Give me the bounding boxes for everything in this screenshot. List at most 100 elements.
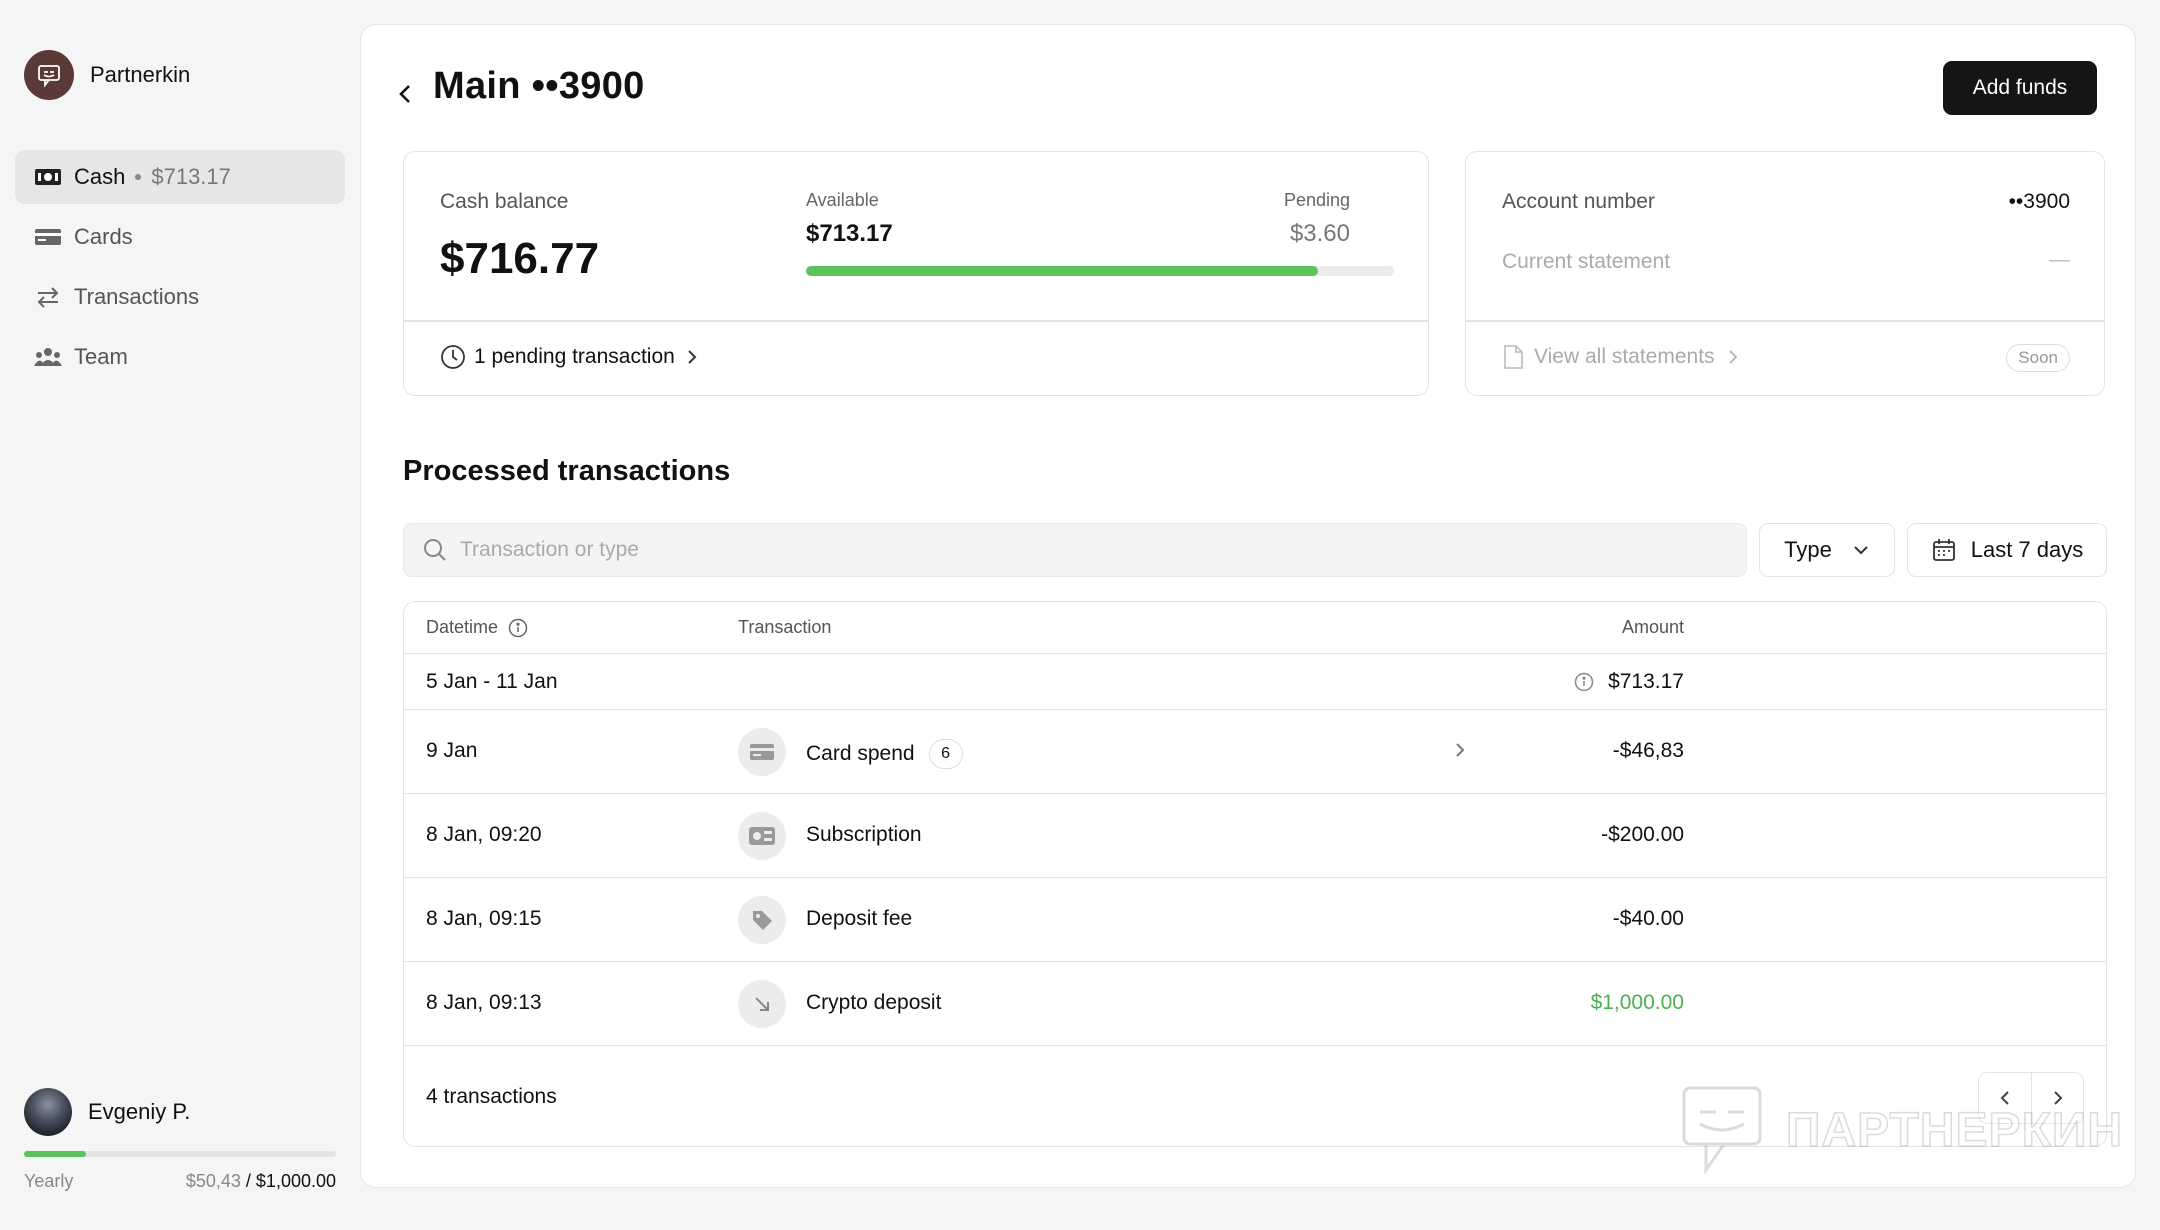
sidebar-item-cash[interactable]: Cash $713.17: [15, 150, 345, 204]
view-statements-label: View all statements: [1534, 345, 1715, 368]
account-number-value: ••3900: [2008, 190, 2070, 213]
available-label: Available: [806, 190, 879, 210]
row-count-badge: 6: [928, 739, 963, 769]
pending-transactions-link[interactable]: 1 pending transaction: [440, 344, 701, 370]
cash-icon: [34, 163, 62, 191]
row-transaction-name: Deposit fee: [806, 907, 913, 930]
limit-values: $50,43 / $1,000.00: [186, 1171, 336, 1192]
date-range-label: Last 7 days: [1970, 537, 2084, 562]
group-total-value: $713.17: [1608, 670, 1684, 693]
row-transaction: Card spend 6: [806, 739, 963, 769]
chevron-right-icon: [2053, 1091, 2062, 1105]
calendar-icon: [1932, 539, 1955, 561]
sidebar-nav: Cash $713.17 Cards Transactions Team: [15, 150, 345, 390]
info-icon[interactable]: [1574, 672, 1594, 692]
add-funds-button[interactable]: Add funds: [1943, 61, 2097, 115]
week-group-row: 5 Jan - 11 Jan $713.17: [404, 654, 2106, 710]
user-name: Evgeniy P.: [88, 1099, 191, 1124]
sidebar-item-label: Transactions: [74, 284, 200, 309]
yearly-limit-fill: [24, 1151, 87, 1157]
limit-separator: /: [245, 1171, 251, 1191]
sidebar-item-label: Team: [74, 344, 128, 369]
watermark: ПАРТНЕРКИН: [1680, 1082, 2123, 1178]
brand[interactable]: Partnerkin: [24, 50, 190, 100]
row-transaction-name: Subscription: [806, 823, 922, 846]
clock-icon: [441, 345, 465, 369]
table-row[interactable]: 9 Jan Card spend 6 -$46,83: [404, 710, 2106, 794]
table-row[interactable]: 8 Jan, 09:13 Crypto deposit $1,000.00: [404, 962, 2106, 1046]
row-amount: -$46,83: [1612, 739, 1684, 762]
available-value: $713.17: [806, 220, 893, 247]
tag-icon: [738, 896, 786, 944]
column-amount: Amount: [1621, 617, 1684, 637]
watermark-text: ПАРТНЕРКИН: [1785, 1103, 2124, 1158]
account-card: Account number ••3900 Current statement …: [1465, 151, 2105, 396]
limit-used: $50,43: [185, 1171, 241, 1191]
soon-badge: Soon: [2006, 344, 2070, 372]
column-datetime: Datetime: [426, 617, 528, 638]
available-progress: [806, 266, 1394, 276]
sidebar-item-team[interactable]: Team: [15, 330, 345, 384]
limit-total: $1,000.00: [255, 1171, 336, 1191]
row-date: 9 Jan: [426, 739, 478, 762]
row-date: 8 Jan, 09:15: [426, 907, 542, 930]
chevron-right-icon: [1728, 350, 1737, 364]
sidebar-item-label: Cards: [74, 224, 133, 249]
table-row[interactable]: 8 Jan, 09:20 Subscription -$200.00: [404, 794, 2106, 878]
info-icon[interactable]: [508, 618, 528, 638]
pending-link-label: 1 pending transaction: [474, 345, 675, 368]
avatar: [24, 1088, 72, 1136]
available-progress-fill: [806, 266, 1318, 276]
transactions-table: Datetime Transaction Amount 5 Jan - 11 J…: [403, 601, 2107, 1147]
table-footer: 4 transactions: [404, 1046, 2106, 1146]
row-transaction-name: Crypto deposit: [806, 991, 942, 1014]
back-button[interactable]: [397, 79, 421, 109]
separator-dot: [135, 174, 142, 180]
row-transaction: Crypto deposit: [806, 991, 941, 1015]
type-filter-label: Type: [1784, 537, 1832, 562]
transactions-count: 4 transactions: [426, 1085, 557, 1108]
table-row[interactable]: 8 Jan, 09:15 Deposit fee -$40.00: [404, 878, 2106, 962]
section-title: Processed transactions: [403, 455, 731, 487]
divider: [404, 320, 1428, 322]
row-expand[interactable]: [1452, 738, 1468, 768]
yearly-limit-progress: [24, 1151, 336, 1157]
yearly-limit-row: Yearly $50,43 / $1,000.00: [24, 1171, 336, 1192]
chevron-down-icon: [1854, 546, 1868, 555]
type-filter-dropdown[interactable]: Type: [1759, 523, 1895, 577]
date-range-filter[interactable]: Last 7 days: [1907, 523, 2107, 577]
balance-card: Cash balance $716.77 Available $713.17 P…: [403, 151, 1429, 396]
chevron-left-icon: [399, 85, 410, 103]
sidebar-item-balance: $713.17: [151, 164, 231, 189]
cash-balance-label: Cash balance: [440, 190, 569, 213]
group-total: $713.17: [1484, 670, 1684, 694]
current-statement-label: Current statement: [1502, 250, 1671, 273]
cash-balance-value: $716.77: [440, 234, 600, 283]
row-amount: -$200.00: [1601, 823, 1684, 846]
account-number-label: Account number: [1502, 190, 1655, 213]
search-input[interactable]: [460, 538, 1660, 562]
search-bar: [403, 523, 1747, 577]
row-amount: -$40.00: [1612, 907, 1684, 930]
pending-value: $3.60: [1289, 220, 1350, 247]
next-page-button[interactable]: [2031, 1073, 2083, 1123]
row-amount: $1,000.00: [1590, 991, 1684, 1014]
card-icon: [738, 728, 786, 776]
transfer-arrows-icon: [34, 283, 62, 311]
user-profile[interactable]: Evgeniy P.: [24, 1088, 190, 1136]
row-transaction: Deposit fee: [806, 907, 912, 931]
group-range: 5 Jan - 11 Jan: [426, 670, 558, 693]
sidebar-item-cards[interactable]: Cards: [15, 210, 345, 264]
view-all-statements-link: View all statements: [1502, 344, 1741, 370]
search-icon: [424, 539, 446, 561]
sidebar-item-transactions[interactable]: Transactions: [15, 270, 345, 324]
card-icon: [34, 223, 62, 251]
row-transaction: Subscription: [806, 823, 922, 847]
page-title: Main ••3900: [433, 65, 645, 107]
prev-page-button[interactable]: [1979, 1073, 2031, 1123]
row-date: 8 Jan, 09:13: [426, 991, 542, 1014]
main-panel: Main ••3900 Add funds Cash balance $716.…: [360, 24, 2136, 1188]
sidebar: Partnerkin Cash $713.17 Cards Transactio…: [0, 0, 360, 1230]
divider: [1466, 320, 2104, 322]
row-transaction-name: Card spend: [806, 742, 915, 765]
